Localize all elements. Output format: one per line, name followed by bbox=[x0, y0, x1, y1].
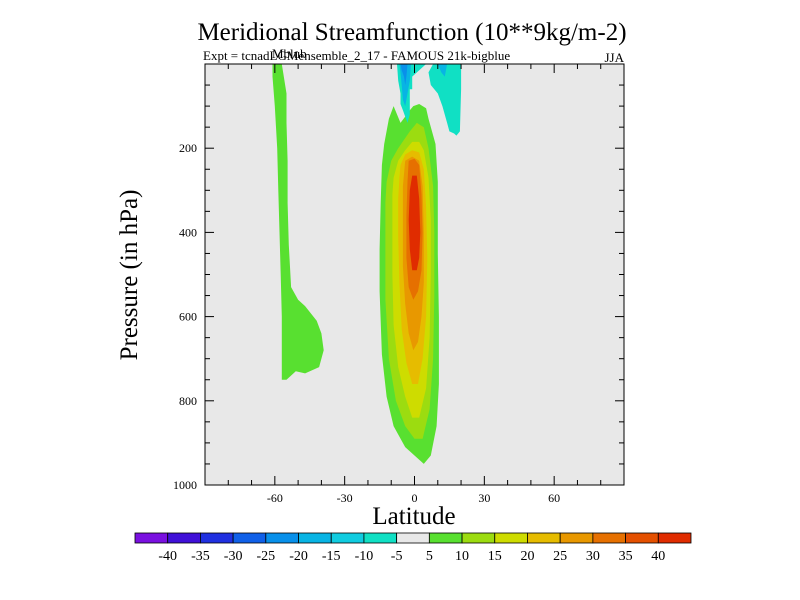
chart-title: Meridional Streamfunction (10**9kg/m-2) bbox=[197, 19, 626, 46]
x-tick-label: -30 bbox=[337, 491, 353, 505]
x-tick-label: 0 bbox=[412, 491, 418, 505]
colorbar-label: 20 bbox=[520, 549, 534, 564]
colorbar-swatch bbox=[265, 532, 299, 544]
colorbar-swatch bbox=[592, 532, 626, 544]
contour-region-tropical-minus5 bbox=[428, 64, 462, 136]
y-tick-label: 800 bbox=[179, 394, 197, 408]
colorbar-swatch bbox=[657, 532, 692, 544]
y-tick-label: 200 bbox=[179, 141, 197, 155]
colorbar-label: -25 bbox=[256, 549, 275, 564]
contour-region-upper-branch-minus10 bbox=[399, 64, 411, 107]
colorbar-label: -15 bbox=[322, 549, 341, 564]
colorbar: -40 -35 -30 -25 -20 -15 -10 -5 5 10 15 20 25 30 35 40 bbox=[134, 532, 692, 564]
colorbar-swatch bbox=[396, 532, 430, 544]
y-tick-label: 600 bbox=[179, 310, 197, 324]
colorbar-swatch bbox=[298, 532, 332, 544]
colorbar-label: -40 bbox=[158, 549, 177, 564]
x-tick-label: 30 bbox=[478, 491, 490, 505]
x-tick-label: 60 bbox=[548, 491, 560, 505]
colorbar-label: 5 bbox=[426, 549, 433, 564]
contour-region-upper-branch-minus15 bbox=[400, 64, 408, 85]
colorbar-swatch bbox=[363, 532, 398, 544]
x-tick-label: -60 bbox=[267, 491, 283, 505]
colorbar-label: -10 bbox=[355, 549, 374, 564]
colorbar-label: -5 bbox=[391, 549, 403, 564]
colorbar-swatch bbox=[167, 532, 201, 544]
colorbar-swatch bbox=[461, 532, 496, 544]
y-tick-label: 400 bbox=[179, 225, 197, 239]
colorbar-swatch bbox=[559, 532, 594, 544]
colorbar-label: 15 bbox=[488, 549, 502, 564]
colorbar-swatch bbox=[625, 532, 659, 544]
chart-subtitle-overlap: Mblub bbox=[272, 46, 307, 61]
colorbar-label: 30 bbox=[586, 549, 600, 564]
x-axis-label: Latitude bbox=[372, 503, 455, 530]
axis-ticks: -60 -30 0 30 60 200 400 600 800 1000 bbox=[173, 64, 624, 505]
colorbar-swatch bbox=[330, 532, 365, 544]
colorbar-swatch bbox=[134, 532, 169, 544]
contour-region-southern-cell-outer bbox=[272, 64, 324, 380]
colorbar-label: -20 bbox=[289, 549, 308, 564]
season-label: JJA bbox=[604, 50, 624, 65]
colorbar-label: 35 bbox=[619, 549, 633, 564]
colorbar-swatch bbox=[494, 532, 528, 544]
colorbar-label: 40 bbox=[651, 549, 665, 564]
contour-region-tropical-minus10 bbox=[437, 64, 448, 77]
colorbar-label: 10 bbox=[455, 549, 469, 564]
chart-subtitle: Expt = tcnadLGMensemble_2_17 - FAMOUS 21… bbox=[203, 48, 510, 63]
colorbar-swatch bbox=[428, 532, 463, 544]
colorbar-label: -35 bbox=[191, 549, 210, 564]
colorbar-label: -30 bbox=[224, 549, 243, 564]
y-tick-label: 1000 bbox=[173, 478, 197, 492]
colorbar-swatch bbox=[527, 532, 561, 544]
colorbar-swatch bbox=[200, 532, 234, 544]
contour-region-northern-cell-35-40 bbox=[408, 175, 421, 271]
y-axis-label: Pressure (in hPa) bbox=[116, 190, 143, 361]
plot-area: -60 -30 0 30 60 200 400 600 800 1000 bbox=[173, 63, 625, 505]
colorbar-swatch bbox=[232, 532, 267, 544]
colorbar-label: 25 bbox=[553, 549, 567, 564]
contour-regions bbox=[272, 64, 462, 464]
